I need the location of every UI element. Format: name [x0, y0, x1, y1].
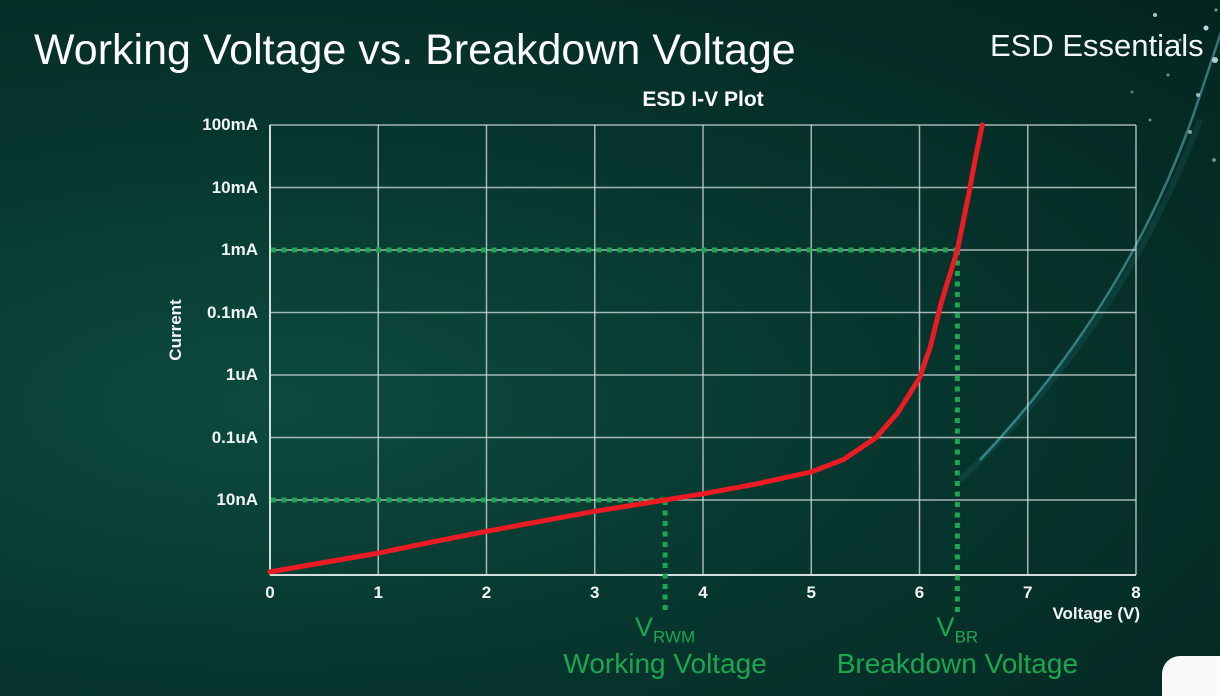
x-tick-label: 4 — [698, 583, 708, 602]
x-tick-label: 5 — [806, 583, 816, 602]
chart-title: ESD I-V Plot — [642, 88, 764, 111]
working-voltage-sub: RWM — [653, 627, 696, 647]
y-tick-label: 1mA — [221, 240, 258, 259]
y-tick-label: 100mA — [202, 115, 258, 134]
corner-watermark — [1162, 656, 1220, 696]
x-tick-label: 6 — [914, 583, 925, 602]
star-dots — [1130, 8, 1218, 162]
swoosh-line — [979, 31, 1220, 461]
y-tick-label: 0.1uA — [211, 427, 258, 447]
y-tick-label: 10nA — [216, 490, 258, 509]
working-voltage-symbol: VRWM — [635, 612, 695, 647]
x-tick-label: 7 — [1023, 583, 1033, 602]
x-tick-label: 1 — [373, 583, 383, 602]
x-axis-title: Voltage (V) — [1052, 604, 1140, 623]
x-tick-label: 2 — [481, 583, 492, 602]
y-tick-label: 10mA — [211, 177, 258, 197]
breakdown-voltage-v: V — [936, 612, 955, 642]
x-tick-label: 3 — [590, 583, 600, 602]
x-tick-label: 0 — [265, 583, 275, 602]
brand-label: ESD Essentials — [990, 28, 1204, 63]
y-axis-title: Current — [166, 299, 185, 361]
y-tick-label: 1uA — [225, 365, 258, 384]
breakdown-voltage-label: Breakdown Voltage — [836, 648, 1079, 679]
working-voltage-label: Working Voltage — [563, 648, 767, 679]
swoosh-glow — [957, 118, 1203, 483]
breakdown-voltage-symbol: VBR — [937, 612, 979, 647]
x-tick-label: 8 — [1131, 583, 1141, 602]
breakdown-voltage-sub: BR — [954, 627, 979, 647]
y-tick-label: 0.1mA — [206, 302, 258, 322]
working-voltage-v: V — [635, 612, 654, 642]
page-title: Working Voltage vs. Breakdown Voltage — [34, 26, 796, 74]
